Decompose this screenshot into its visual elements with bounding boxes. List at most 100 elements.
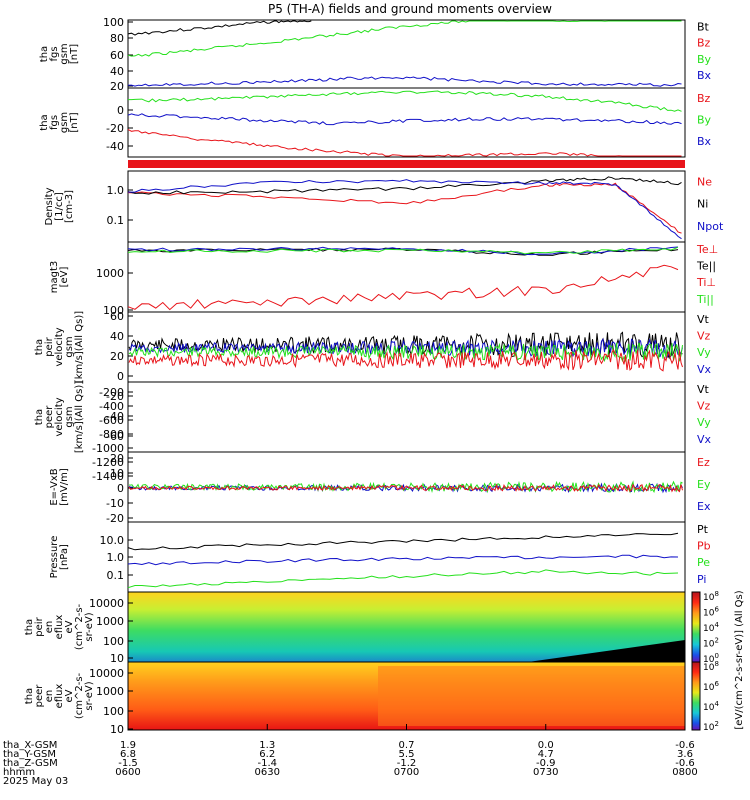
panel-peer-flux: 10000 1000 100 10 tha peer en eflux eV (cm^2-s-sr…	[24, 661, 686, 736]
footer-value: 0800	[672, 767, 697, 778]
footer-value: 5.5	[399, 749, 415, 760]
y-tick-label: 1000	[96, 685, 124, 698]
y-axis-label: gsm	[64, 406, 75, 427]
series-pressure-Pi	[127, 554, 679, 566]
panel-peer-vel: -200-400-600-800-1000-1200-1400 tha peer ve…	[34, 381, 712, 483]
y-axis-label: tha	[34, 339, 45, 355]
footer-value: 4.7	[538, 749, 554, 760]
y-axis-label: (cm^2-s-	[74, 672, 85, 719]
y-axis-label: (cm^2-s-	[74, 603, 85, 650]
y-tick-label: -200	[99, 386, 124, 399]
series-density-Ni	[127, 176, 682, 195]
footer-value: -1.2	[397, 758, 417, 769]
y-tick-label: 10	[110, 467, 124, 480]
footer: tha_X-GSM 1.9 1.3 0.7 0.0 -0.6 tha_Y-GSM 6.8 6.2…	[3, 724, 698, 787]
panel-frame	[127, 170, 686, 243]
noise-peir-vel	[128, 348, 683, 372]
legend-entry: Te⊥	[696, 243, 718, 256]
y-tick-label: 100	[103, 635, 124, 648]
y-tick-label: 0.1	[107, 214, 125, 227]
y-tick-label: 60	[110, 310, 124, 323]
footer-date: 2025 May 03	[3, 776, 68, 787]
y-tick-label: 80	[110, 32, 124, 45]
panel-peir-flux: 10000 1000 100 10 tha peir en eflux eV (cm^2-s-sr…	[24, 591, 686, 665]
y-axis-label: tha	[39, 46, 50, 62]
legend-entry: Vt	[697, 313, 710, 326]
y-tick-label: -10	[106, 497, 124, 510]
y-axis-label: eV	[64, 689, 75, 702]
y-axis-label: fgs	[49, 46, 60, 61]
y-axis-label: eflux	[54, 615, 65, 640]
y-axis-label: [mV/m]	[59, 468, 70, 506]
y-axis-label: velocity	[54, 397, 65, 436]
y-axis-label: velocity	[54, 327, 65, 366]
footer-value: 0730	[533, 767, 558, 778]
y-axis-label: gsm	[59, 43, 70, 64]
legend-entry: Vy	[697, 346, 711, 359]
y-axis-label: en	[44, 690, 55, 703]
y-tick-label: 60	[110, 49, 124, 62]
series-fgs-gsm-Bt	[127, 20, 312, 36]
legend-entry: Vx	[697, 363, 712, 376]
legend-entry: By	[697, 114, 712, 127]
y-axis-label: [eV]	[59, 267, 70, 288]
series-fgs-gsm-2-By	[128, 90, 682, 112]
flux-enhancement	[378, 666, 685, 726]
footer-value: 0700	[394, 767, 419, 778]
footer-value: -0.6	[675, 758, 695, 769]
y-tick-label: 1000	[96, 267, 124, 280]
y-tick-label: -400	[99, 400, 124, 413]
legend-entry: Ey	[697, 478, 711, 491]
panel-frame	[127, 381, 686, 453]
y-axis-label: gsm	[59, 112, 70, 133]
y-tick-label: 40	[110, 330, 124, 343]
panel-frame	[127, 87, 686, 158]
legend-entry: Pb	[697, 540, 711, 553]
y-axis-label: eflux	[54, 684, 65, 709]
y-axis-label: peer	[34, 684, 45, 708]
legend-entry: Vt	[697, 383, 710, 396]
y-tick-label: 0	[117, 482, 124, 495]
y-tick-label: 10	[110, 723, 124, 736]
panel-frame	[127, 521, 686, 593]
y-axis-label: Density	[44, 187, 55, 225]
y-tick-label: 0.1	[107, 569, 125, 582]
y-tick-label: -20	[106, 122, 124, 135]
y-tick-label: 20	[110, 350, 124, 363]
colorbar-tick: 106	[703, 606, 719, 619]
y-tick-label: 0	[117, 370, 124, 383]
colorbar-tick: 108	[703, 590, 719, 603]
y-axis-label: tha	[39, 114, 50, 130]
colorbar-tick: 102	[703, 720, 719, 733]
y-axis-label: E=-VxB	[49, 468, 60, 505]
y-tick-label: -1200	[92, 456, 124, 469]
legend-entry: Bt	[697, 21, 710, 34]
y-axis-label: tha	[34, 409, 45, 425]
footer-value: 0630	[255, 767, 280, 778]
legend-entry: Bx	[697, 135, 712, 148]
y-axis-label: tha	[24, 619, 35, 635]
y-tick-label: -20	[106, 512, 124, 525]
colorbar-tick: 104	[703, 700, 719, 713]
legend-entry: Bz	[697, 37, 711, 50]
colorbar-tick: 102	[703, 637, 719, 650]
footer-value: 0.0	[538, 740, 554, 751]
panel-pressure: 10.0 1.0 0.1 Pressure [nPa] Pt Pb Pe Pi	[49, 521, 711, 593]
noise-peir-vel	[128, 342, 683, 363]
footer-row-label: tha_X-GSM	[3, 740, 57, 751]
series-density-Npot	[128, 179, 682, 240]
footer-value: 1.9	[120, 740, 136, 751]
y-tick-label: 100	[103, 16, 124, 29]
series-pressure-Pe	[127, 569, 679, 589]
y-axis-label: eV	[64, 620, 75, 633]
footer-value: -1.4	[257, 758, 277, 769]
colorbar-label: [eV/(cm^2-s-sr-eV)] (All Qs)	[734, 590, 745, 729]
legend-entry: Pe	[697, 556, 710, 569]
y-axis-label: peir	[44, 336, 55, 356]
panel-density: 1.0 0.1 Density [1/cc] [cm-3] Ne Ni Npot	[44, 170, 724, 243]
footer-value: 6.2	[259, 749, 275, 760]
legend-entry: Vz	[697, 330, 711, 343]
